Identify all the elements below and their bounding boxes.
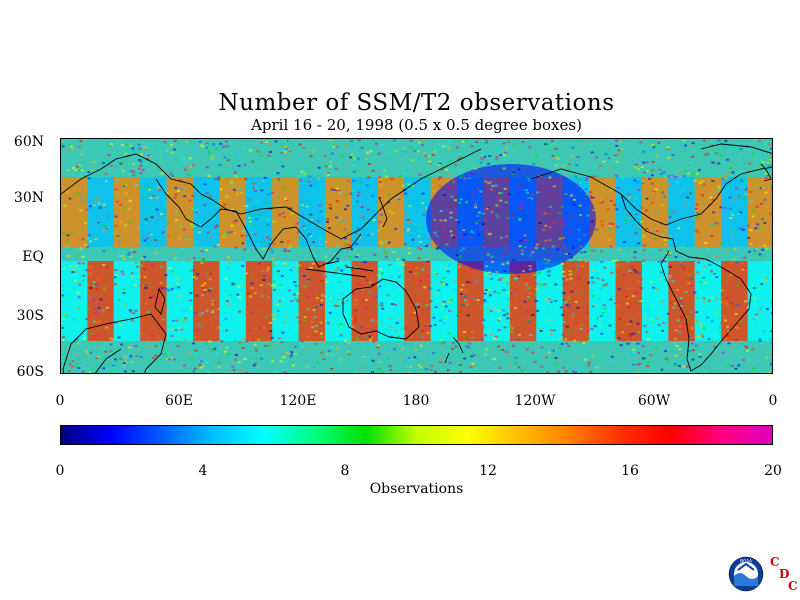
lon-label-180: 180 xyxy=(402,393,430,409)
lon-label-0: 0 xyxy=(55,393,65,409)
lat-label-eq: EQ xyxy=(22,249,44,265)
lon-label-120w: 120W xyxy=(514,393,556,409)
observation-map-canvas xyxy=(61,139,772,373)
lat-label-60n: 60N xyxy=(13,134,44,150)
colorbar-label: Observations xyxy=(369,481,464,497)
map-title: Number of SSM/T2 observations xyxy=(218,90,615,116)
observation-map xyxy=(60,138,773,374)
lat-label-60s: 60S xyxy=(16,364,44,380)
noaa-logo: NOAA xyxy=(728,556,764,592)
colorbar-tick-12: 12 xyxy=(479,463,497,479)
coastlines xyxy=(61,143,772,373)
colorbar-tick-16: 16 xyxy=(621,463,639,479)
lon-label-60w: 60W xyxy=(637,393,671,409)
map-subtitle: April 16 - 20, 1998 (0.5 x 0.5 degree bo… xyxy=(251,116,582,134)
lon-label-0-east: 0 xyxy=(768,393,778,409)
cdc-letter-c1: C xyxy=(770,555,780,569)
colorbar xyxy=(60,425,773,445)
noaa-logo-text: NOAA xyxy=(740,559,752,564)
cdc-letter-d: D xyxy=(779,567,790,581)
lon-label-60e: 60E xyxy=(164,393,194,409)
colorbar-tick-20: 20 xyxy=(764,463,782,479)
cdc-letter-c2: C xyxy=(788,579,798,593)
lat-label-30s: 30S xyxy=(16,308,44,324)
cdc-logo: C D C xyxy=(768,555,800,595)
lat-label-30n: 30N xyxy=(13,190,44,206)
lon-label-120e: 120E xyxy=(279,393,317,409)
colorbar-tick-8: 8 xyxy=(340,463,350,479)
colorbar-tick-4: 4 xyxy=(198,463,208,479)
colorbar-gradient xyxy=(61,426,772,444)
colorbar-tick-0: 0 xyxy=(55,463,65,479)
